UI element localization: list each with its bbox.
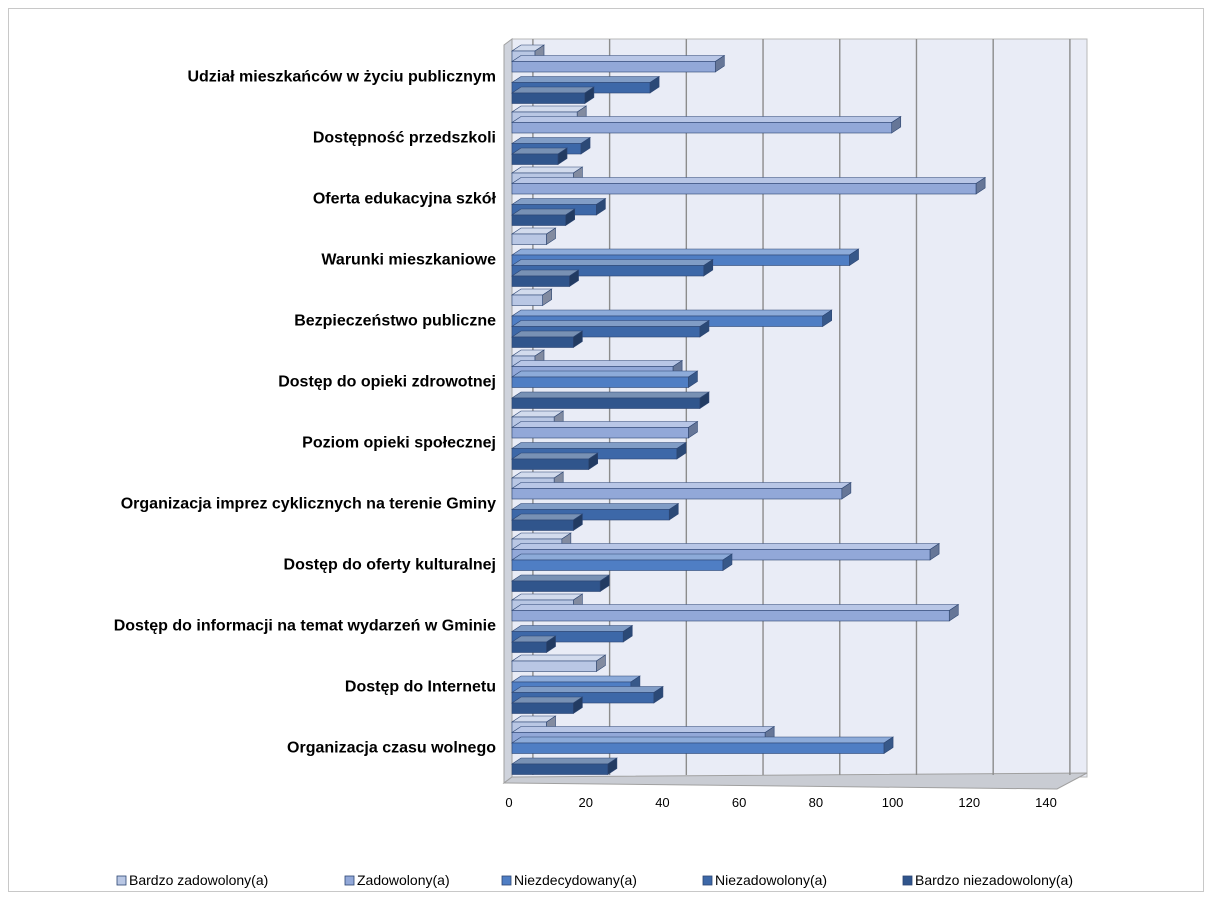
bar bbox=[511, 330, 584, 349]
x-tick-label: 40 bbox=[655, 795, 669, 810]
chart-frame: Udział mieszkańców w życiu publicznym Dos… bbox=[8, 8, 1204, 892]
bar bbox=[511, 574, 611, 593]
x-tick-label: 140 bbox=[1035, 795, 1057, 810]
bars bbox=[511, 44, 987, 776]
category-label: Dostęp do Internetu bbox=[345, 678, 496, 695]
bar bbox=[511, 696, 584, 715]
legend-item: Bardzo zadowolony(a) bbox=[116, 872, 268, 888]
bar bbox=[511, 757, 618, 776]
legend-label: Bardzo zadowolony(a) bbox=[129, 872, 268, 888]
bar bbox=[511, 513, 584, 532]
legend-item: Bardzo niezadowolony(a) bbox=[902, 872, 1073, 888]
bar bbox=[511, 115, 902, 134]
bar bbox=[511, 624, 634, 643]
legend-item: Niezdecydowany(a) bbox=[501, 872, 637, 888]
category-label: Dostęp do oferty kulturalnej bbox=[284, 556, 496, 573]
bar bbox=[511, 553, 733, 572]
legend-label: Niezadowolony(a) bbox=[715, 872, 827, 888]
bar bbox=[511, 319, 710, 338]
x-axis-ticks: 0 20 40 60 80 100 120 140 bbox=[505, 795, 1056, 810]
bar bbox=[511, 86, 595, 105]
legend-swatch bbox=[344, 875, 355, 886]
bar bbox=[511, 227, 557, 246]
bar bbox=[511, 685, 664, 704]
category-label: Udział mieszkańców w życiu publicznym bbox=[187, 68, 496, 85]
bar bbox=[511, 391, 710, 410]
bar bbox=[511, 370, 699, 389]
category-label: Dostępność przedszkoli bbox=[313, 129, 496, 146]
x-tick-label: 60 bbox=[732, 795, 746, 810]
x-tick-label: 0 bbox=[505, 795, 512, 810]
x-tick-label: 20 bbox=[578, 795, 592, 810]
bar bbox=[511, 269, 580, 288]
legend: Bardzo zadowolony(a) Zadowolony(a) Niezdec… bbox=[116, 872, 1073, 888]
bar bbox=[511, 635, 557, 654]
category-label: Oferta edukacyjna szkół bbox=[313, 190, 497, 207]
legend-item: Zadowolony(a) bbox=[344, 872, 450, 888]
bar bbox=[511, 288, 553, 307]
x-tick-label: 80 bbox=[809, 795, 823, 810]
bar bbox=[511, 258, 714, 277]
category-label: Poziom opieki społecznej bbox=[302, 434, 496, 451]
legend-swatch bbox=[902, 875, 913, 886]
bar bbox=[511, 176, 987, 195]
bar bbox=[511, 452, 599, 471]
legend-label: Niezdecydowany(a) bbox=[514, 872, 637, 888]
legend-item: Niezadowolony(a) bbox=[702, 872, 827, 888]
floor bbox=[502, 772, 1088, 790]
legend-swatch bbox=[702, 875, 713, 886]
bar bbox=[511, 420, 699, 439]
legend-swatch bbox=[501, 875, 512, 886]
chart-walls bbox=[502, 38, 1088, 790]
bar bbox=[511, 208, 576, 227]
category-label: Dostęp do informacji na temat wydarzeń w… bbox=[114, 617, 496, 634]
bar bbox=[511, 603, 960, 622]
legend-label: Zadowolony(a) bbox=[357, 872, 450, 888]
bar bbox=[511, 502, 680, 521]
legend-swatch bbox=[116, 875, 127, 886]
x-tick-label: 100 bbox=[882, 795, 904, 810]
bar bbox=[511, 481, 852, 500]
bar bbox=[511, 147, 569, 166]
x-tick-label: 120 bbox=[958, 795, 980, 810]
bar bbox=[511, 736, 895, 755]
bar-chart: Udział mieszkańców w życiu publicznym Dos… bbox=[114, 38, 1088, 888]
category-label: Dostęp do opieki zdrowotnej bbox=[278, 373, 496, 390]
category-label: Warunki mieszkaniowe bbox=[321, 251, 496, 268]
category-labels: Udział mieszkańców w życiu publicznym Dos… bbox=[114, 68, 497, 756]
category-label: Organizacja czasu wolnego bbox=[287, 739, 496, 756]
legend-label: Bardzo niezadowolony(a) bbox=[915, 872, 1073, 888]
bar bbox=[511, 654, 607, 673]
bar bbox=[511, 54, 726, 73]
category-label: Bezpieczeństwo publiczne bbox=[294, 312, 496, 329]
category-label: Organizacja imprez cyklicznych na tereni… bbox=[121, 495, 496, 512]
side-wall bbox=[503, 38, 513, 784]
